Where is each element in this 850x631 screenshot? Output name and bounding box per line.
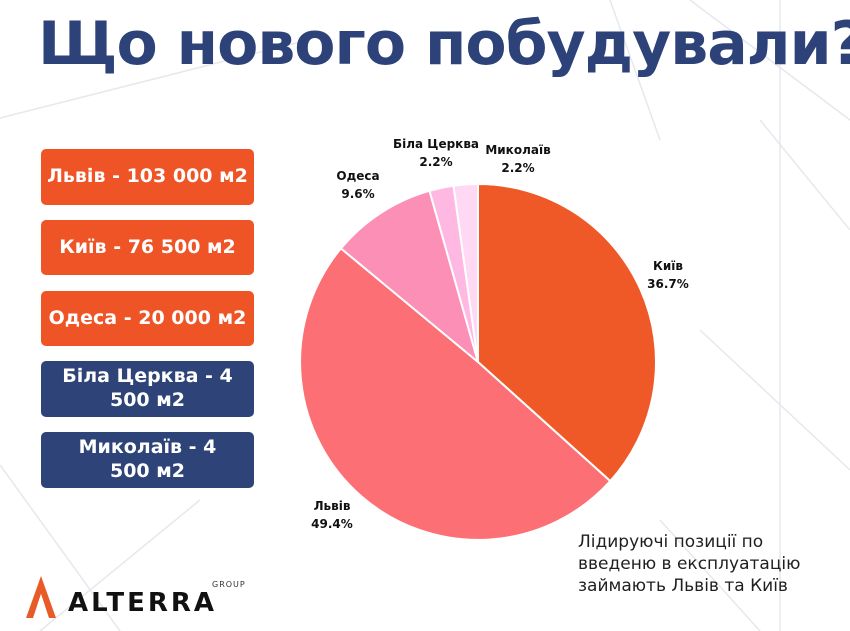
- slice-percent-3: 2.2%: [419, 155, 452, 169]
- city-box-mykolaiv: Миколаїв - 4 500 м2: [41, 432, 254, 488]
- pie-slice-0: [477, 182, 657, 483]
- city-box-odesa: Одеса - 20 000 м2: [41, 291, 254, 346]
- slice-label-2: Одеса: [336, 169, 379, 183]
- page-title: Що нового побудували?: [38, 9, 850, 79]
- pie-slice-4: [452, 182, 479, 363]
- alterra-logo-icon: [26, 576, 56, 618]
- city-box-kyiv: Київ - 76 500 м2: [41, 220, 254, 275]
- slice-label-4: Миколаїв: [485, 143, 551, 157]
- logo-sub: GROUP: [212, 580, 246, 589]
- slice-percent-4: 2.2%: [501, 161, 534, 175]
- slice-label-1: Львів: [314, 499, 351, 513]
- city-box-bila-tserkva: Біла Церква - 4 500 м2: [41, 361, 254, 417]
- pie-chart: Київ 36.7% Львів 49.4% Одеса 9.6% Біла Церква 2…: [299, 137, 689, 541]
- slice-percent-1: 49.4%: [311, 517, 353, 531]
- slice-label-0: Київ: [653, 259, 683, 273]
- city-box-lviv: Львів - 103 000 м2: [41, 149, 254, 205]
- pie-slice-1: [299, 247, 612, 541]
- logo: ALTERRA GROUP: [24, 574, 254, 624]
- slice-percent-0: 36.7%: [647, 277, 689, 291]
- logo-name: ALTERRA: [68, 588, 218, 618]
- summary-note: Лідируючі позиції по введеню в експлуата…: [578, 532, 801, 596]
- slice-label-3: Біла Церква: [393, 137, 479, 151]
- slice-percent-2: 9.6%: [341, 187, 374, 201]
- pie-slice-2: [339, 189, 480, 365]
